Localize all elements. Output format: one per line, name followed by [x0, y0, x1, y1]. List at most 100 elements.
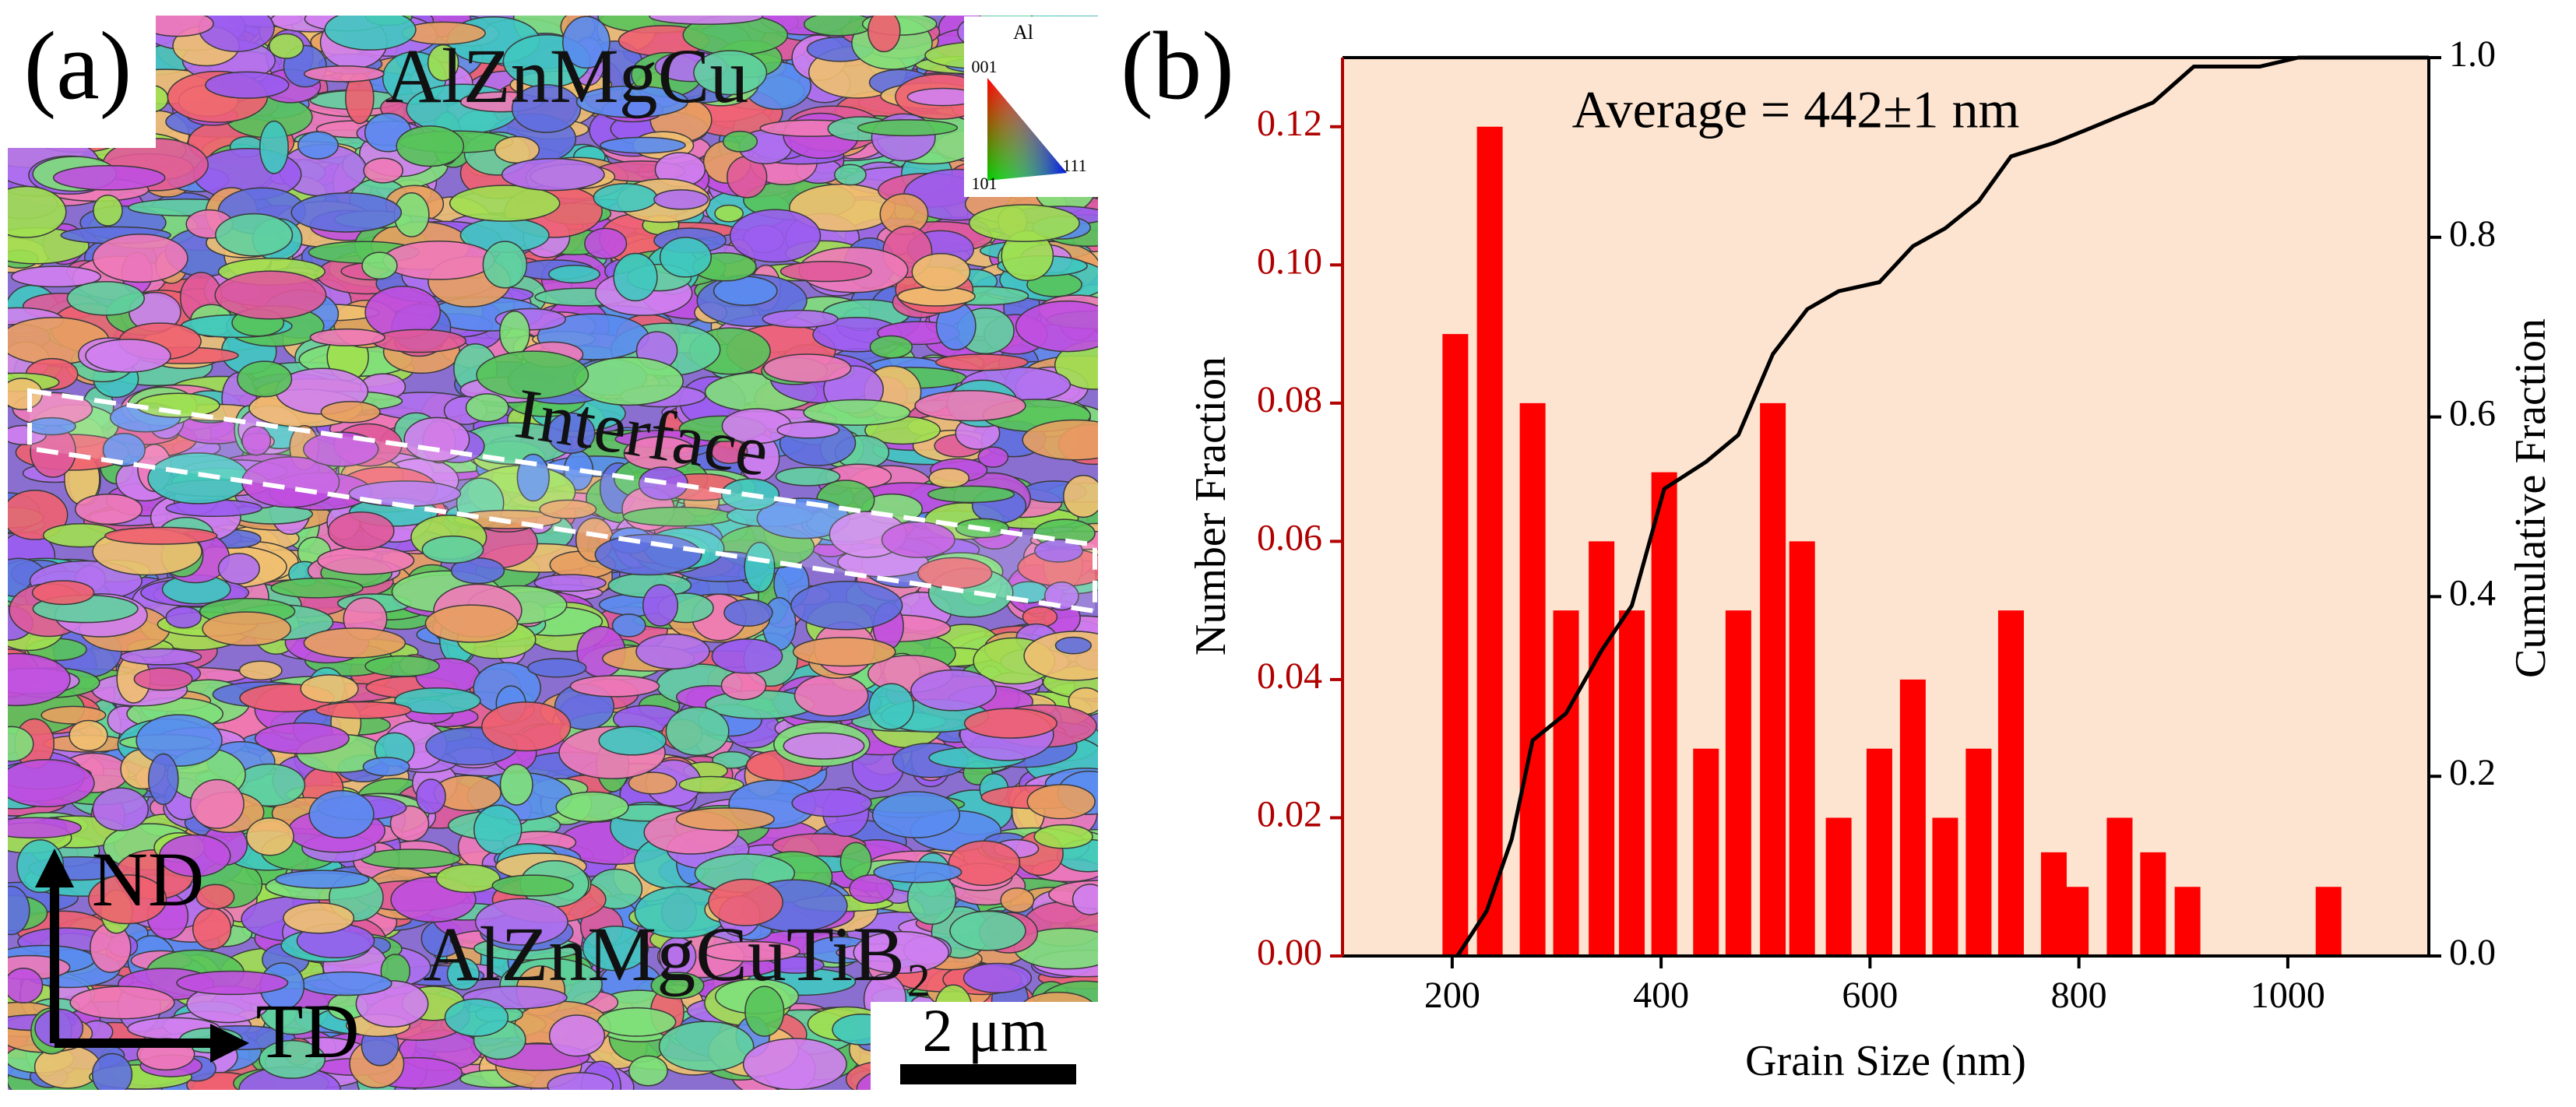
grain — [1033, 824, 1093, 849]
grain — [283, 901, 355, 934]
grain — [803, 399, 911, 426]
grain — [910, 669, 997, 712]
grain — [361, 251, 398, 280]
grain — [949, 910, 1026, 951]
grain — [547, 1072, 614, 1090]
grain — [91, 1053, 133, 1090]
grain — [268, 33, 304, 59]
grain — [66, 280, 146, 316]
grain — [214, 270, 327, 320]
bar — [1899, 679, 1926, 956]
grain — [102, 433, 146, 467]
grain — [424, 604, 519, 643]
bar — [1965, 748, 1992, 956]
grain — [516, 453, 550, 502]
grain — [202, 611, 292, 647]
grain — [693, 50, 768, 96]
grain — [92, 787, 150, 831]
grain — [133, 667, 193, 691]
grain — [511, 84, 582, 133]
grain — [881, 521, 955, 558]
grain — [1034, 539, 1083, 563]
grain — [11, 265, 102, 288]
x-tick-label: 800 — [2051, 975, 2107, 1016]
grain — [92, 234, 188, 283]
grain — [499, 310, 530, 356]
grain — [548, 265, 600, 284]
y2-tick-label: 0.2 — [2449, 752, 2496, 793]
grain — [665, 706, 730, 757]
scale-label: 2 μm — [923, 996, 1048, 1064]
grain — [449, 184, 561, 222]
grain — [303, 65, 385, 83]
grain — [869, 335, 913, 359]
y2-tick-label: 0.6 — [2449, 393, 2496, 434]
grain — [501, 158, 605, 192]
grain — [8, 885, 30, 936]
grain — [555, 791, 629, 823]
y2-tick-label: 0.8 — [2449, 213, 2496, 255]
grain — [300, 674, 359, 704]
grain — [85, 339, 171, 373]
grain — [389, 805, 430, 842]
y-tick-label: 0.00 — [1257, 932, 1322, 973]
bar — [1789, 541, 1815, 956]
grain — [444, 998, 509, 1037]
panel-label: (b) — [1121, 13, 1234, 121]
grain — [8, 185, 67, 238]
grain — [598, 726, 667, 756]
grain — [465, 393, 509, 423]
grain — [135, 714, 223, 767]
x-axis-title: Grain Size (nm) — [1745, 1037, 2026, 1085]
bar — [1442, 334, 1469, 957]
grain — [394, 687, 481, 715]
grain — [1063, 474, 1098, 518]
grain — [720, 670, 767, 701]
panel-label: (a) — [24, 13, 132, 121]
key-label: 101 — [972, 174, 998, 193]
grain — [790, 581, 903, 631]
axis-arrows — [50, 864, 234, 1048]
y2-tick-label: 1.0 — [2449, 33, 2496, 75]
grain — [435, 863, 501, 894]
annotation: Average = 442±1 nm — [1572, 80, 2020, 139]
grain — [363, 157, 403, 184]
grain — [446, 958, 480, 991]
grain — [315, 701, 412, 719]
grain — [873, 861, 962, 884]
grain — [853, 930, 949, 975]
key-title: Al — [1013, 21, 1033, 44]
grain — [533, 574, 607, 592]
grain — [539, 499, 597, 519]
grain — [776, 421, 840, 439]
grain — [628, 1055, 668, 1087]
grain — [8, 652, 71, 707]
grain — [421, 535, 484, 564]
y2-tick-label: 0.0 — [2449, 932, 2496, 973]
grain — [361, 849, 461, 870]
grain — [8, 726, 34, 762]
chart: (b) 200 400 600 800 1000 0.00 0.02 0.04 0.06 0.08… — [1121, 13, 2555, 1085]
bar — [1589, 541, 1615, 956]
bar — [2063, 887, 2089, 956]
grain — [476, 350, 589, 399]
grain — [744, 541, 776, 593]
bar — [1760, 402, 1786, 956]
grain — [871, 791, 961, 838]
grain — [714, 204, 744, 223]
grain — [611, 613, 646, 638]
grain — [744, 986, 785, 1037]
grain — [93, 194, 123, 227]
grain — [857, 119, 959, 137]
grain — [596, 1007, 677, 1037]
grain — [52, 164, 166, 191]
grain — [613, 252, 658, 302]
grain — [259, 1039, 326, 1079]
grain — [584, 227, 628, 260]
grain — [324, 16, 417, 51]
grain — [968, 204, 1080, 242]
grain — [527, 658, 587, 678]
grain — [762, 309, 839, 329]
grain — [8, 817, 82, 839]
